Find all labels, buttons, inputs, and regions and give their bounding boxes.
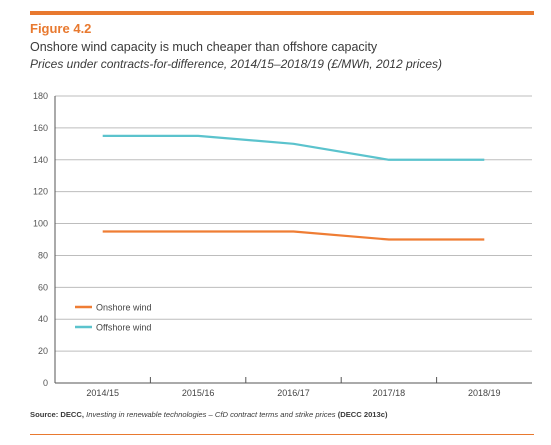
top-accent-rule	[30, 11, 534, 15]
x-tick-label: 2018/19	[468, 388, 501, 398]
y-tick-label: 60	[38, 282, 48, 292]
chart-title: Onshore wind capacity is much cheaper th…	[30, 40, 378, 54]
y-tick-label: 120	[33, 187, 48, 197]
y-tick-label: 140	[33, 155, 48, 165]
y-tick-label: 20	[38, 346, 48, 356]
legend-label-offshore: Offshore wind	[96, 323, 151, 333]
series-line-onshore	[102, 230, 485, 241]
source-prefix: Source: DECC,	[30, 410, 87, 419]
y-tick-label: 40	[38, 314, 48, 324]
x-tick-label: 2016/17	[277, 388, 310, 398]
legend-label-onshore: Onshore wind	[96, 303, 152, 313]
bottom-accent-rule	[30, 434, 534, 435]
y-tick-label: 0	[43, 378, 48, 388]
figure-label: Figure 4.2	[30, 21, 92, 36]
source-suffix: (DECC 2013c)	[335, 410, 388, 419]
y-tick-label: 180	[33, 91, 48, 101]
y-tick-label: 80	[38, 250, 48, 260]
chart-subtitle: Prices under contracts-for-difference, 2…	[30, 57, 442, 71]
x-tick-label: 2015/16	[182, 388, 215, 398]
y-tick-label: 160	[33, 123, 48, 133]
y-tick-label: 100	[33, 219, 48, 229]
source-title: Investing in renewable technologies – Cf…	[86, 410, 336, 419]
source-note: Source: DECC, Investing in renewable tec…	[30, 410, 388, 419]
x-tick-label: 2014/15	[86, 388, 119, 398]
series-line-offshore	[102, 134, 485, 161]
x-tick-label: 2017/18	[373, 388, 406, 398]
